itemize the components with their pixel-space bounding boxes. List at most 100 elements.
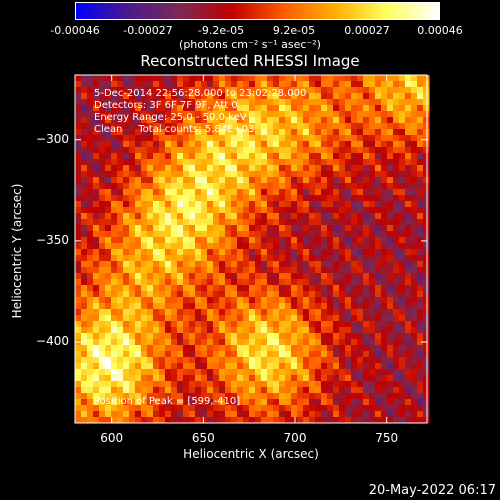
heatmap-cell: [351, 105, 358, 112]
heatmap-cell: [417, 321, 424, 328]
heatmap-cell: [231, 141, 238, 148]
heatmap-cell: [105, 87, 112, 94]
heatmap-cell: [405, 381, 412, 388]
heatmap-cell: [279, 393, 286, 400]
heatmap-cell: [255, 303, 262, 310]
heatmap-cell: [357, 297, 364, 304]
heatmap-cell: [213, 273, 220, 280]
heatmap-cell: [111, 267, 118, 274]
heatmap-cell: [285, 243, 292, 250]
heatmap-cell: [315, 417, 322, 424]
heatmap-cell: [273, 417, 280, 424]
heatmap-cell: [237, 279, 244, 286]
heatmap-cell: [231, 369, 238, 376]
heatmap-cell: [117, 333, 124, 340]
heatmap-cell: [87, 93, 94, 100]
heatmap-cell: [417, 129, 424, 136]
heatmap-cell: [201, 81, 208, 88]
heatmap-cell: [339, 147, 346, 154]
heatmap-cell: [231, 357, 238, 364]
heatmap-cell: [375, 321, 382, 328]
heatmap-cell: [285, 285, 292, 292]
heatmap-cell: [333, 147, 340, 154]
heatmap-cell: [327, 345, 334, 352]
heatmap-cell: [189, 183, 196, 190]
heatmap-cell: [261, 315, 268, 322]
heatmap-cell: [219, 111, 226, 118]
heatmap-cell: [411, 87, 418, 94]
heatmap-cell: [171, 201, 178, 208]
heatmap-cell: [135, 291, 142, 298]
heatmap-cell: [333, 225, 340, 232]
heatmap-cell: [261, 357, 268, 364]
heatmap-cell: [183, 357, 190, 364]
heatmap-cell: [99, 393, 106, 400]
heatmap-cell: [189, 321, 196, 328]
footer-timestamp: 20-May-2022 06:17: [368, 483, 496, 498]
heatmap-cell: [99, 135, 106, 142]
heatmap-cell: [393, 99, 400, 106]
heatmap-cell: [345, 231, 352, 238]
heatmap-cell: [285, 99, 292, 106]
heatmap-cell: [135, 285, 142, 292]
heatmap-cell: [327, 201, 334, 208]
heatmap-cell: [369, 321, 376, 328]
heatmap-cell: [285, 183, 292, 190]
heatmap-cell: [387, 411, 394, 418]
heatmap-cell: [327, 309, 334, 316]
heatmap-cell: [237, 117, 244, 124]
heatmap-cell: [327, 255, 334, 262]
heatmap-cell: [123, 333, 130, 340]
heatmap-cell: [381, 147, 388, 154]
heatmap-cell: [369, 171, 376, 178]
heatmap-cell: [423, 345, 430, 352]
heatmap-cell: [297, 117, 304, 124]
heatmap-cell: [345, 327, 352, 334]
heatmap-cell: [231, 405, 238, 412]
heatmap-cell: [267, 255, 274, 262]
heatmap-cell: [231, 81, 238, 88]
heatmap-cell: [345, 183, 352, 190]
heatmap-cell: [237, 201, 244, 208]
heatmap-cell: [159, 225, 166, 232]
heatmap-cell: [207, 417, 214, 424]
heatmap-cell: [315, 183, 322, 190]
heatmap-cell: [189, 75, 196, 82]
heatmap-cell: [387, 201, 394, 208]
heatmap-cell: [183, 321, 190, 328]
heatmap-cell: [231, 351, 238, 358]
heatmap-cell: [177, 291, 184, 298]
heatmap-cell: [93, 315, 100, 322]
heatmap-cell: [363, 123, 370, 130]
heatmap-cell: [99, 147, 106, 154]
heatmap-cell: [135, 339, 142, 346]
heatmap-cell: [291, 135, 298, 142]
heatmap-cell: [165, 405, 172, 412]
heatmap-cell: [405, 93, 412, 100]
heatmap-cell: [159, 237, 166, 244]
heatmap-cell: [195, 405, 202, 412]
heatmap-cell: [195, 213, 202, 220]
heatmap-cell: [243, 321, 250, 328]
heatmap-cell: [201, 231, 208, 238]
heatmap-cell: [303, 411, 310, 418]
heatmap-cell: [417, 369, 424, 376]
heatmap-cell: [213, 315, 220, 322]
heatmap-cell: [315, 171, 322, 178]
heatmap-cell: [135, 207, 142, 214]
heatmap-cell: [399, 339, 406, 346]
heatmap-cell: [99, 309, 106, 316]
heatmap-cell: [153, 339, 160, 346]
heatmap-cell: [351, 141, 358, 148]
heatmap-cell: [405, 123, 412, 130]
heatmap-cell: [225, 345, 232, 352]
heatmap-cell: [387, 249, 394, 256]
heatmap-cell: [345, 225, 352, 232]
heatmap-cell: [417, 105, 424, 112]
heatmap-cell: [183, 375, 190, 382]
heatmap-cell: [243, 357, 250, 364]
heatmap-cell: [375, 333, 382, 340]
heatmap-cell: [297, 177, 304, 184]
heatmap-cell: [375, 291, 382, 298]
heatmap-cell: [117, 339, 124, 346]
